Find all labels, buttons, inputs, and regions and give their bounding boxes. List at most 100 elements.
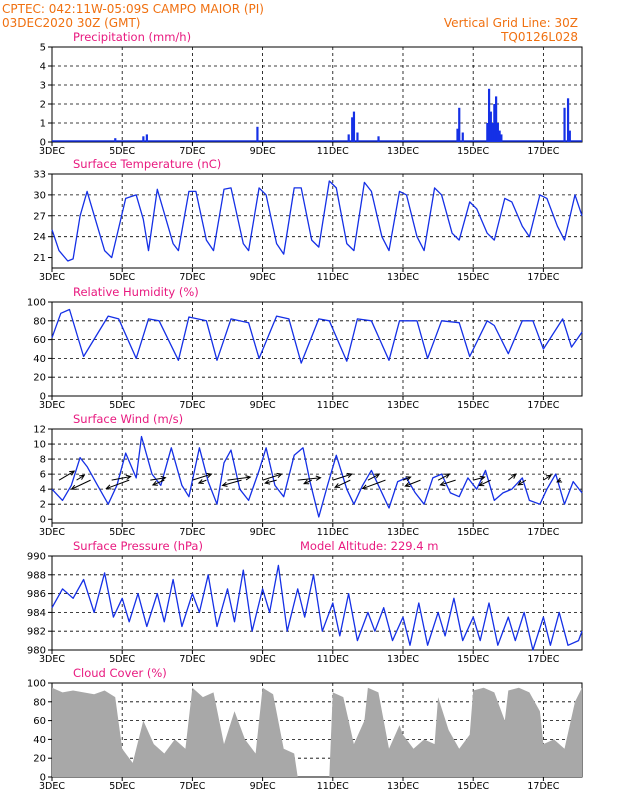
panel-title: Surface Wind (m/s) xyxy=(73,412,183,426)
wind-arrow-head xyxy=(361,484,368,490)
wind-arrow-head xyxy=(206,472,213,478)
wind-arrow xyxy=(361,479,386,490)
wind-arrow-shaft xyxy=(297,477,321,481)
wind-arrow xyxy=(76,474,86,481)
wind-arrow-shaft xyxy=(405,479,421,487)
panel-title: Cloud Cover (%) xyxy=(73,666,167,680)
wind-arrow-shaft xyxy=(58,470,75,481)
y-tick-label: 982 xyxy=(27,627,46,638)
wind-arrow-shaft xyxy=(76,474,85,481)
x-tick-label: 11DEC xyxy=(317,272,349,283)
x-tick-label: 13DEC xyxy=(387,781,419,792)
wind-arrow-head xyxy=(479,475,486,481)
x-tick-label: 13DEC xyxy=(387,654,419,665)
y-tick-label: 986 xyxy=(27,589,46,600)
wind-arrow-head xyxy=(405,476,412,482)
x-tick-label: 9DEC xyxy=(250,272,276,283)
wind-arrow xyxy=(70,479,91,490)
precip-bar xyxy=(568,130,571,142)
x-tick-label: 15DEC xyxy=(457,272,489,283)
x-tick-label: 5DEC xyxy=(109,400,135,411)
y-tick-label: 8 xyxy=(40,455,46,466)
panel-title: Relative Humidity (%) xyxy=(73,285,199,299)
panel-frame xyxy=(51,301,583,397)
wind-arrow-head xyxy=(404,482,411,487)
wind-arrow-head xyxy=(264,479,271,485)
panel-title: Surface Pressure (hPa) xyxy=(73,539,203,553)
panel-frame xyxy=(51,428,583,524)
wind-arrow-shaft xyxy=(150,477,166,481)
y-tick-label: 1 xyxy=(40,119,46,130)
y-tick-label: 12 xyxy=(33,425,46,436)
x-tick-label: 13DEC xyxy=(387,272,419,283)
wind-arrow-head xyxy=(276,472,283,478)
wind-arrow xyxy=(262,472,283,481)
panel-4: 0 2 4 6 8 10 12 3DEC 5DEC 7DEC 9DEC 11DEC 13DEC 15DEC… xyxy=(33,412,583,538)
series-line xyxy=(51,180,583,262)
wind-arrow xyxy=(58,470,76,481)
wind-arrow-shaft xyxy=(332,473,352,481)
wind-arrow xyxy=(517,479,527,486)
panel-1: 0 1 2 3 4 5 3DEC 5DEC 7DEC 9DEC 11DEC 13DEC 15DEC 17D… xyxy=(39,30,583,157)
y-tick-label: 6 xyxy=(40,470,46,481)
y-tick-label: 10 xyxy=(33,440,46,451)
x-tick-label: 15DEC xyxy=(457,781,489,792)
x-tick-label: 15DEC xyxy=(457,654,489,665)
x-tick-label: 7DEC xyxy=(179,272,205,283)
x-tick-label: 15DEC xyxy=(457,527,489,538)
y-tick-label: 100 xyxy=(27,679,46,690)
x-tick-label: 17DEC xyxy=(527,272,559,283)
wind-arrow-head xyxy=(69,470,76,476)
wind-arrow-shaft xyxy=(402,476,411,481)
y-tick-label: 40 xyxy=(33,735,46,746)
wind-arrow-head xyxy=(346,472,353,478)
x-tick-label: 9DEC xyxy=(250,146,276,157)
y-tick-label: 80 xyxy=(33,697,46,708)
precip-bar xyxy=(145,134,148,142)
wind-arrow-shaft xyxy=(222,479,242,487)
wind-arrow-shaft xyxy=(507,473,517,481)
header-model-code: TQ0126L028 xyxy=(500,30,578,44)
wind-arrow-shaft xyxy=(192,473,212,481)
wind-arrow-head xyxy=(510,473,517,479)
y-tick-label: 980 xyxy=(27,646,46,657)
precip-bar xyxy=(566,98,570,142)
wind-arrow-shaft xyxy=(543,474,552,481)
x-tick-label: 7DEC xyxy=(179,527,205,538)
header-station: CPTEC: 042:11W-05:09S CAMPO MAIOR (PI) xyxy=(2,2,264,16)
precip-bar xyxy=(114,138,117,142)
y-tick-label: 3 xyxy=(40,81,46,92)
precip-bar xyxy=(351,117,354,142)
panel-title: Surface Temperature (nC) xyxy=(73,157,221,171)
wind-arrow xyxy=(367,473,381,481)
wind-arrow-shaft xyxy=(362,479,386,490)
wind-arrow-head xyxy=(197,479,204,484)
precip-bar xyxy=(347,134,350,142)
wind-arrow-head xyxy=(303,479,310,485)
panel-3: 0 20 40 60 80 100 3DEC 5DEC 7DEC 9DEC 11DEC 13DEC 15… xyxy=(27,285,583,411)
cloud-cover-area xyxy=(52,687,582,777)
wind-arrow-shaft xyxy=(473,476,485,481)
y-tick-label: 4 xyxy=(40,485,46,496)
y-tick-label: 60 xyxy=(33,335,46,346)
wind-arrow-head xyxy=(125,474,132,480)
x-tick-label: 17DEC xyxy=(527,781,559,792)
x-tick-label: 3DEC xyxy=(39,654,65,665)
y-tick-label: 80 xyxy=(33,316,46,327)
x-tick-label: 17DEC xyxy=(527,146,559,157)
x-tick-label: 5DEC xyxy=(109,272,135,283)
precip-bar xyxy=(498,130,501,142)
precip-bar xyxy=(142,136,145,142)
precip-bar xyxy=(461,132,464,142)
wind-arrow xyxy=(197,479,207,484)
wind-arrow-head xyxy=(439,481,446,487)
wind-arrow xyxy=(332,472,353,481)
x-tick-label: 3DEC xyxy=(39,400,65,411)
wind-arrow-shaft xyxy=(111,476,131,481)
precip-bar xyxy=(487,88,491,142)
wind-arrow-head xyxy=(245,475,252,481)
x-tick-label: 9DEC xyxy=(250,400,276,411)
wind-arrow xyxy=(478,479,491,487)
wind-arrow xyxy=(227,475,252,481)
